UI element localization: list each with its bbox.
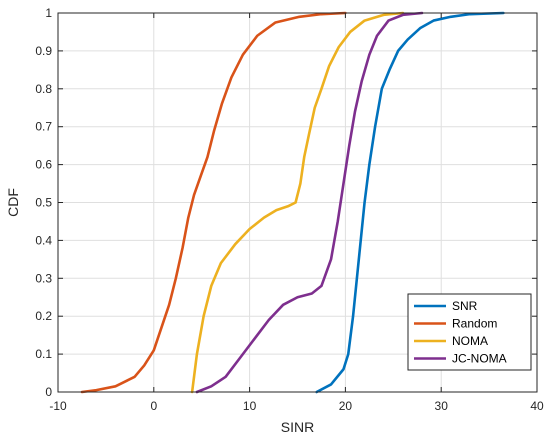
x-tick-label: -10 [49, 399, 67, 413]
y-tick-label: 0.5 [35, 196, 52, 210]
legend-label: JC-NOMA [452, 352, 507, 366]
x-axis-label: SINR [281, 419, 314, 435]
x-tick-label: 20 [339, 399, 353, 413]
axes-layer [57, 12, 538, 393]
y-tick-label: 0.7 [35, 120, 52, 134]
legend-label: NOMA [452, 334, 488, 348]
x-tick-label: 40 [530, 399, 544, 413]
series-line-noma [190, 11, 405, 394]
y-tick-label: 1 [45, 6, 52, 20]
series-layer [80, 11, 505, 394]
series-line-random [80, 11, 347, 394]
legend-label: Random [452, 317, 497, 331]
grid-layer [57, 12, 538, 393]
legend: SNR Random NOMA JC-NOMA [407, 293, 532, 371]
y-tick-label: 0.1 [35, 347, 52, 361]
y-axis-label: CDF [5, 188, 21, 217]
y-tick-label: 0.9 [35, 44, 52, 58]
x-tick-label: 30 [435, 399, 449, 413]
y-tick-label: 0.3 [35, 271, 52, 285]
x-tick-label: 0 [150, 399, 157, 413]
series-line-snr [315, 11, 505, 394]
y-tick-label: 0 [45, 385, 52, 399]
tick-labels: -10 0 10 20 30 4000.10.20.30.40.50.60.70.80.9… [35, 6, 544, 413]
y-tick-label: 0.2 [35, 309, 52, 323]
legend-label: SNR [452, 299, 478, 313]
y-tick-label: 0.4 [35, 233, 52, 247]
y-tick-label: 0.6 [35, 158, 52, 172]
series-line-jc-noma [195, 11, 424, 394]
x-tick-label: 10 [243, 399, 257, 413]
y-tick-label: 0.8 [35, 82, 52, 96]
